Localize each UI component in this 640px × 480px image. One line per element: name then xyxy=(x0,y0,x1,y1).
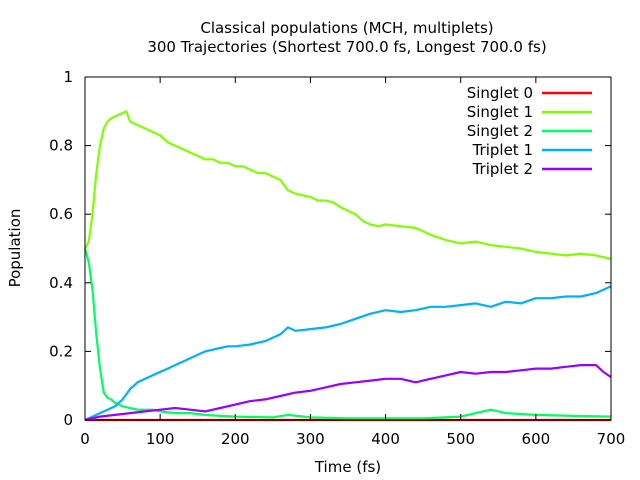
legend-label: Triplet 1 xyxy=(472,141,533,159)
x-axis: 0 100 200 300 400 500 600 700 xyxy=(80,77,625,448)
y-tick-label: 0.6 xyxy=(49,205,73,223)
series-line-triplet-1 xyxy=(84,285,612,422)
x-tick-label: 300 xyxy=(296,430,325,448)
series-line-singlet-1 xyxy=(84,110,612,260)
chart-title: Classical populations (MCH, multiplets) xyxy=(200,19,493,37)
plot-frame xyxy=(84,76,612,421)
y-tick-label: 0.2 xyxy=(49,342,73,360)
chart-subtitle: 300 Trajectories (Shortest 700.0 fs, Lon… xyxy=(147,38,546,56)
x-tick-label: 0 xyxy=(80,430,90,448)
x-axis-label: Time (fs) xyxy=(314,458,381,476)
x-tick-label: 600 xyxy=(522,430,551,448)
series-line-triplet-2 xyxy=(84,364,612,422)
x-tick-label: 500 xyxy=(446,430,475,448)
y-tick-label: 0.4 xyxy=(49,274,73,292)
series-line-singlet-2 xyxy=(83,248,612,420)
x-tick-label: 700 xyxy=(597,430,626,448)
y-axis: 0 0.2 0.4 0.6 0.8 1 xyxy=(49,68,611,429)
y-axis-label: Population xyxy=(6,209,24,288)
legend-label: Singlet 2 xyxy=(467,122,533,140)
x-tick-label: 100 xyxy=(146,430,175,448)
y-tick-label: 1 xyxy=(63,68,73,86)
y-tick-label: 0.8 xyxy=(49,137,73,155)
legend-label: Singlet 1 xyxy=(467,103,533,121)
legend-label: Singlet 0 xyxy=(467,84,533,102)
x-tick-label: 400 xyxy=(371,430,400,448)
legend-label: Triplet 2 xyxy=(472,160,533,178)
x-tick-label: 200 xyxy=(221,430,250,448)
y-tick-label: 0 xyxy=(63,411,73,429)
